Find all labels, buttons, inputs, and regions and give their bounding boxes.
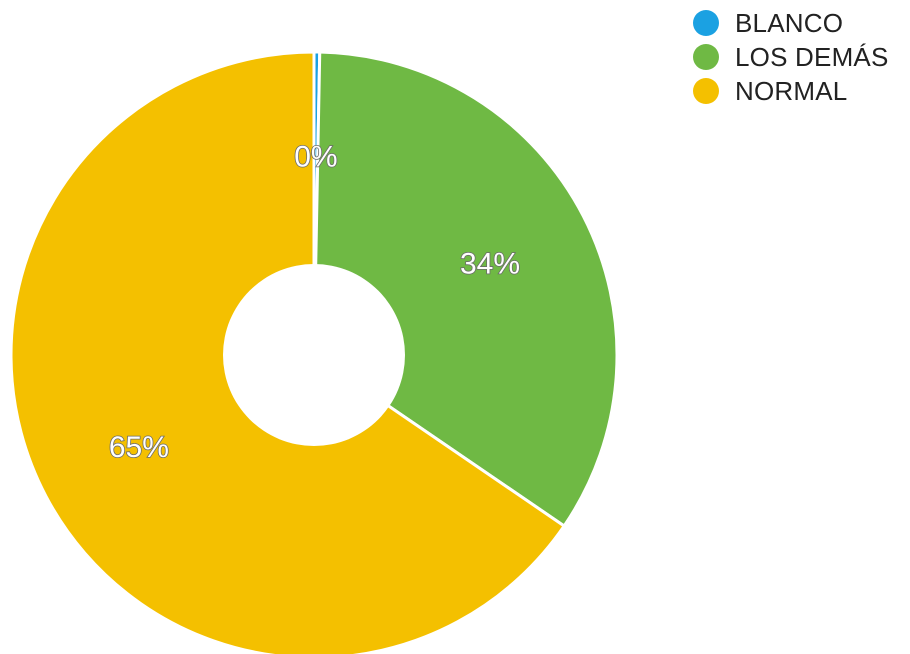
legend-item-blanco[interactable]: BLANCO: [693, 6, 889, 40]
donut-hole: [223, 264, 405, 446]
slice-los-demas[interactable]: [312, 50, 619, 528]
legend-label-normal: NORMAL: [735, 75, 848, 106]
legend-swatch-los-demas: [693, 44, 719, 70]
data-label-normal: 65%: [109, 431, 169, 464]
chart-data-labels: 0% 34% 65%: [108, 140, 521, 465]
legend-swatch-blanco: [693, 10, 719, 36]
legend-swatch-normal: [693, 78, 719, 104]
legend-item-los-demas[interactable]: LOS DEMÁS: [693, 40, 889, 74]
data-label-los-demas: 34%: [460, 248, 520, 281]
legend-label-los-demas: LOS DEMÁS: [735, 41, 889, 72]
chart-legend: BLANCO LOS DEMÁS NORMAL: [693, 6, 889, 108]
legend-label-blanco: BLANCO: [735, 7, 844, 38]
data-label-blanco: 0%: [294, 141, 337, 174]
legend-item-normal[interactable]: NORMAL: [693, 74, 889, 108]
